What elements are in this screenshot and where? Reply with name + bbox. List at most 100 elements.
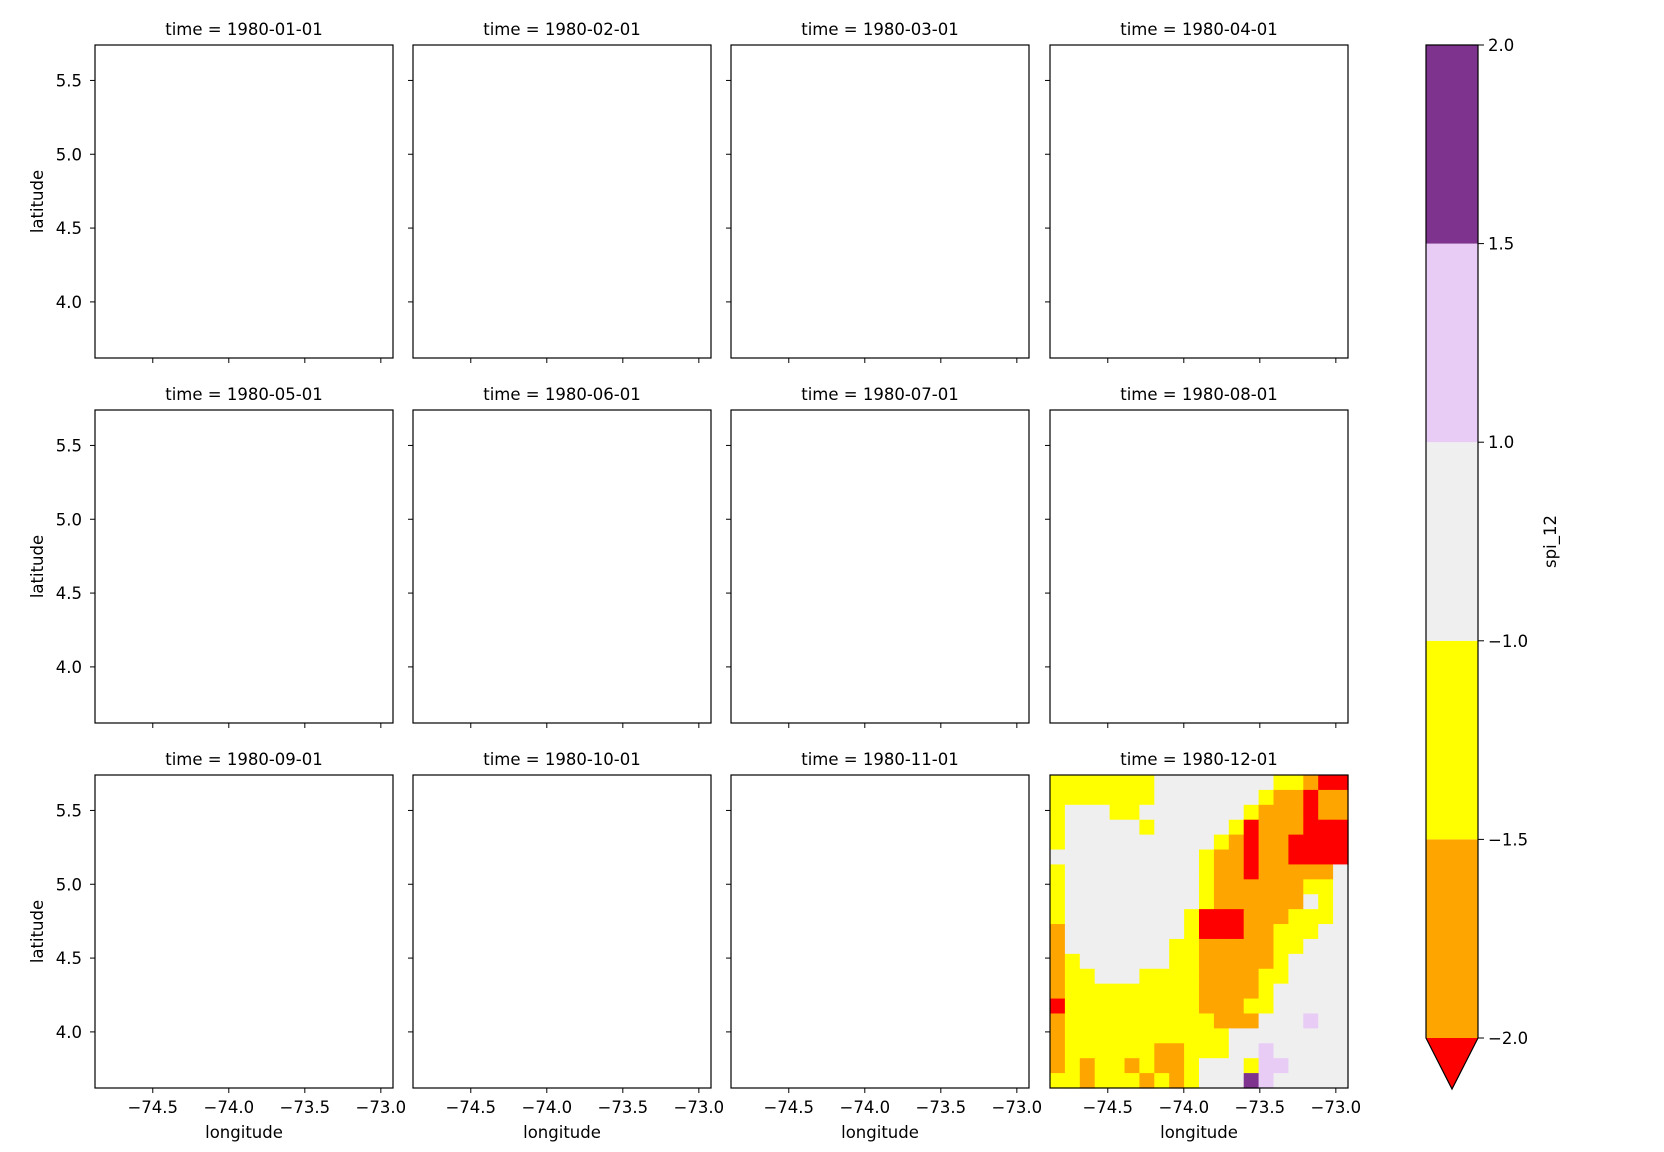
heatmap-cell xyxy=(1154,953,1170,970)
heatmap-cell xyxy=(1288,1043,1304,1059)
colorbar-tick-label: −2.0 xyxy=(1488,1029,1528,1048)
x-tick-label: −74.0 xyxy=(522,1098,573,1117)
heatmap-cell xyxy=(1333,834,1349,851)
heatmap-cell xyxy=(1064,938,1081,955)
heatmap-cell xyxy=(1303,909,1319,925)
heatmap-cell xyxy=(1243,983,1260,1000)
heatmap-cell xyxy=(1109,834,1126,851)
heatmap-cell xyxy=(1288,789,1304,806)
heatmap-cell xyxy=(1124,1043,1140,1059)
heatmap-cell xyxy=(1273,1058,1289,1074)
x-tick-label: −73.0 xyxy=(1311,1098,1362,1117)
heatmap-cell xyxy=(1094,834,1111,851)
heatmap-cell xyxy=(1079,864,1096,880)
heatmap-cell xyxy=(1094,1073,1111,1089)
heatmap-cell xyxy=(1139,894,1155,910)
y-tick-label: 4.0 xyxy=(56,1023,82,1042)
panel-title: time = 1980-10-01 xyxy=(483,750,640,769)
heatmap-cell xyxy=(1258,1043,1275,1059)
x-tick-label: −74.0 xyxy=(1159,1098,1210,1117)
heatmap-cell xyxy=(1303,998,1319,1015)
heatmap-cell xyxy=(1288,953,1304,970)
heatmap-cell xyxy=(1273,1013,1289,1029)
panel-title: time = 1980-12-01 xyxy=(1120,750,1277,769)
heatmap-cell xyxy=(1288,1028,1304,1044)
heatmap-cell xyxy=(1288,1058,1304,1074)
heatmap-cell xyxy=(1079,1058,1096,1074)
heatmap-cell xyxy=(1124,864,1140,880)
heatmap-cell xyxy=(1139,864,1155,880)
heatmap-cell xyxy=(1169,775,1185,791)
heatmap-cell xyxy=(1184,938,1200,955)
heatmap-cell xyxy=(1124,968,1140,985)
heatmap-cell xyxy=(1199,1073,1215,1089)
heatmap-cell xyxy=(1124,804,1140,821)
heatmap-cell xyxy=(1303,983,1319,1000)
heatmap-cell xyxy=(1303,834,1319,851)
heatmap-cell xyxy=(1184,894,1200,910)
colorbar-segment xyxy=(1426,640,1478,840)
y-tick-label: 4.0 xyxy=(56,293,82,312)
heatmap-cell xyxy=(1258,909,1275,925)
heatmap-cell xyxy=(1079,1073,1096,1089)
heatmap-cell xyxy=(1273,953,1289,970)
heatmap-cell xyxy=(1154,1013,1170,1029)
panel-title: time = 1980-02-01 xyxy=(483,20,640,39)
heatmap-cell xyxy=(1333,1013,1349,1029)
x-tick-label: −73.0 xyxy=(356,1098,407,1117)
heatmap-cell xyxy=(1079,849,1096,866)
heatmap-cell xyxy=(1064,909,1081,925)
panel-frame xyxy=(94,44,394,359)
panel-frame xyxy=(730,409,1030,724)
y-tick-label: 4.5 xyxy=(56,949,82,968)
heatmap-cell xyxy=(1288,909,1304,925)
heatmap-cell xyxy=(1318,1013,1334,1029)
heatmap-cell xyxy=(1273,924,1289,940)
panel-frame xyxy=(412,409,712,724)
panel-frame xyxy=(412,774,712,1089)
heatmap-cell xyxy=(1050,924,1066,940)
heatmap-cell xyxy=(1139,1043,1155,1059)
heatmap-cell xyxy=(1213,819,1230,836)
heatmap-cell xyxy=(1288,879,1304,895)
heatmap-cell xyxy=(1318,789,1334,806)
heatmap-cell xyxy=(1333,938,1349,955)
heatmap-cell xyxy=(1318,849,1334,866)
heatmap-cell xyxy=(1199,789,1215,806)
heatmap-cell xyxy=(1228,834,1245,851)
heatmap-cell xyxy=(1079,983,1096,1000)
heatmap-cell xyxy=(1273,789,1289,806)
heatmap-cell xyxy=(1094,953,1111,970)
x-tick-label: −73.5 xyxy=(280,1098,331,1117)
heatmap-cell xyxy=(1154,998,1170,1015)
heatmap-cell xyxy=(1199,998,1215,1015)
heatmap-cell xyxy=(1184,1028,1200,1044)
heatmap-cell xyxy=(1184,819,1200,836)
heatmap-cell xyxy=(1303,849,1319,866)
heatmap-cell xyxy=(1243,894,1260,910)
heatmap-cell xyxy=(1213,998,1230,1015)
heatmap-cell xyxy=(1273,1073,1289,1089)
heatmap-cell xyxy=(1333,1028,1349,1044)
heatmap-cell xyxy=(1243,1058,1260,1074)
heatmap-cell xyxy=(1124,998,1140,1015)
panel-frame xyxy=(1049,44,1349,359)
heatmap-cell xyxy=(1288,983,1304,1000)
heatmap-cell xyxy=(1109,909,1126,925)
heatmap-cell xyxy=(1303,879,1319,895)
heatmap-cell xyxy=(1064,1073,1081,1089)
heatmap-cell xyxy=(1139,998,1155,1015)
heatmap-cell xyxy=(1243,849,1260,866)
heatmap-cell xyxy=(1258,1028,1275,1044)
heatmap-cell xyxy=(1228,1043,1245,1059)
panel-title: time = 1980-11-01 xyxy=(801,750,958,769)
heatmap-cell xyxy=(1050,1073,1066,1089)
panel-frame xyxy=(1049,409,1349,724)
heatmap-cell xyxy=(1154,1073,1170,1089)
heatmap-cell xyxy=(1213,968,1230,985)
heatmap-cell xyxy=(1154,879,1170,895)
heatmap-cell xyxy=(1050,879,1066,895)
heatmap-cell xyxy=(1303,775,1319,791)
heatmap-cell xyxy=(1228,909,1245,925)
heatmap-cell xyxy=(1318,775,1334,791)
